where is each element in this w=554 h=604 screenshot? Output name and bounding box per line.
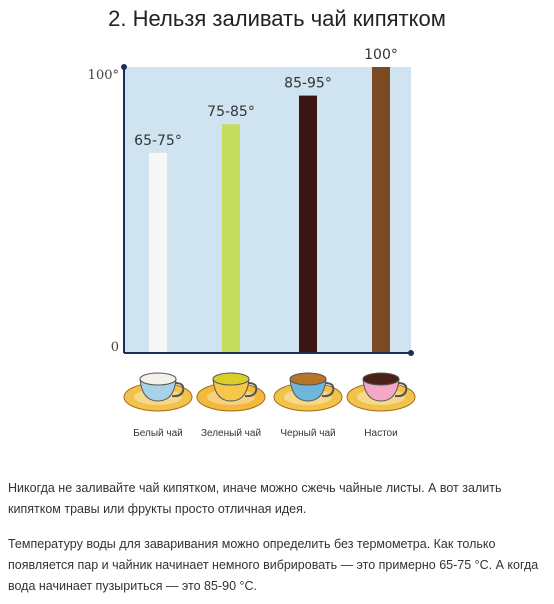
black-tea-cup-icon bbox=[273, 372, 343, 412]
category-label: Зеленый чай bbox=[201, 428, 261, 439]
white-tea-cup-icon bbox=[123, 372, 193, 412]
bar-2 bbox=[222, 124, 240, 353]
x-axis-end-dot bbox=[408, 350, 414, 356]
paragraph-1: Никогда не заливайте чай кипятком, иначе… bbox=[8, 481, 502, 516]
category-label: Настои bbox=[364, 428, 397, 439]
bar-1 bbox=[149, 152, 167, 353]
bar-value-label: 75-85° bbox=[207, 104, 255, 120]
bar-value-label: 65-75° bbox=[134, 133, 182, 149]
infusion-cup-icon bbox=[346, 372, 416, 412]
bar-4 bbox=[372, 67, 390, 353]
green-tea-cup-icon bbox=[196, 372, 266, 412]
y-tick-label: 0 bbox=[111, 340, 119, 355]
y-axis-end-dot bbox=[121, 64, 127, 70]
category-label: Белый чай bbox=[133, 428, 183, 439]
bar-value-label: 85-95° bbox=[284, 76, 332, 92]
temperature-bar-chart: 65-75° 75-85° 85-95° 100° 0 100° Белый чай Зе… bbox=[88, 47, 416, 439]
y-tick-label: 100° bbox=[88, 68, 119, 83]
bar-value-label: 100° bbox=[364, 47, 398, 63]
plot-background bbox=[124, 67, 411, 353]
paragraph-2: Температуру воды для заваривания можно о… bbox=[8, 537, 539, 593]
page-title: 2. Нельзя заливать чай кипятком bbox=[108, 6, 446, 31]
bar-3 bbox=[299, 95, 317, 353]
category-label: Черный чай bbox=[280, 428, 335, 439]
